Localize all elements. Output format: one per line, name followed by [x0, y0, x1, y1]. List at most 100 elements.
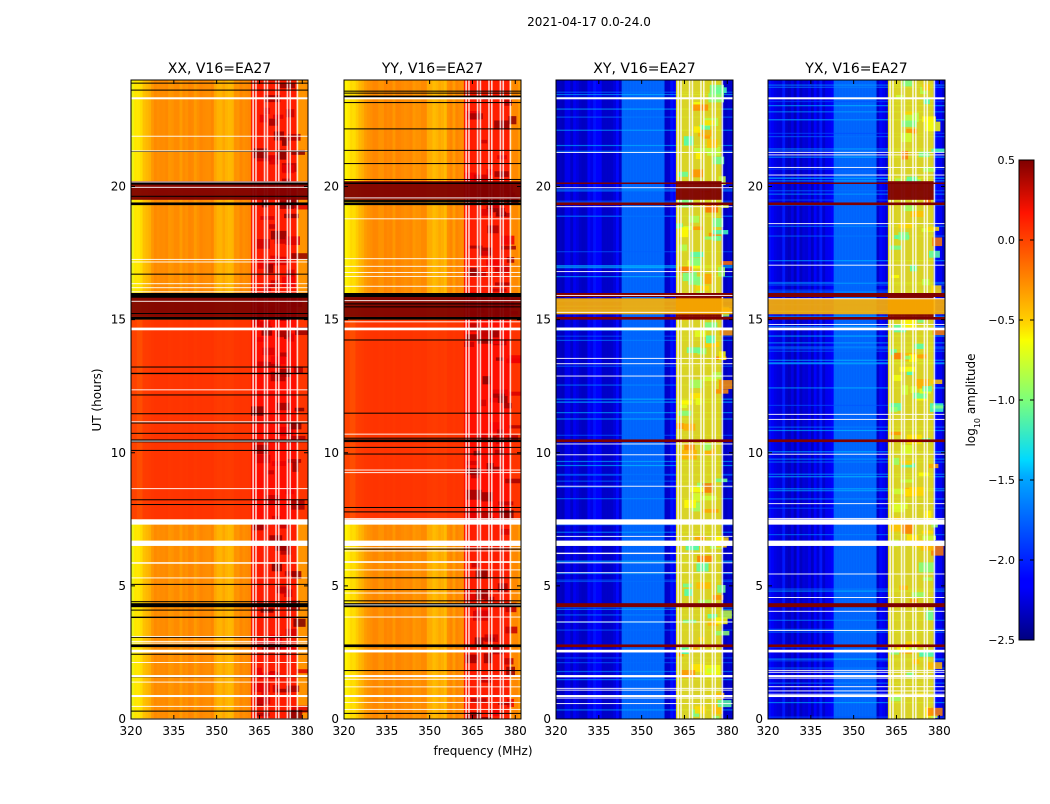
rfi-blob — [497, 155, 507, 160]
flagged-line — [344, 102, 521, 104]
rfi-blob — [269, 118, 278, 126]
flagged-line — [131, 422, 308, 424]
rfi-blob — [275, 256, 288, 266]
flagged-row-white — [344, 97, 521, 100]
noise-streak — [768, 289, 945, 291]
noise-streak — [556, 629, 733, 631]
noise-streak — [768, 682, 945, 684]
freq-column — [867, 80, 872, 719]
rfi-blob — [252, 683, 266, 691]
flagged-line-white — [344, 285, 521, 287]
y-tick-label: 0 — [331, 712, 339, 726]
rfi-column — [296, 80, 299, 719]
rfi-blob — [270, 255, 280, 266]
freq-column — [882, 80, 886, 719]
flagged-row-dark — [768, 644, 945, 648]
noise-streak — [768, 291, 945, 293]
flagged-line-white — [131, 543, 308, 545]
flagged-line — [131, 710, 308, 712]
rfi-blob — [712, 218, 724, 228]
rfi-blob — [492, 288, 507, 292]
x-axis-label: frequency (MHz) — [433, 744, 532, 758]
flagged-line-white — [556, 553, 733, 555]
flagged-line-white — [344, 561, 521, 563]
rfi-blob — [259, 114, 268, 123]
flagged-line — [131, 504, 308, 506]
rfi-blob — [717, 585, 726, 593]
noise-streak — [556, 473, 733, 476]
flagged-line — [344, 339, 521, 341]
flagged-row-dark — [556, 603, 733, 608]
flagged-row-dark — [131, 644, 308, 648]
noise-streak — [768, 284, 945, 286]
rfi-blob — [909, 486, 925, 496]
rfi-column — [903, 80, 906, 719]
rfi-column — [912, 80, 914, 719]
rfi-blob — [476, 271, 486, 277]
saturated-region — [131, 296, 308, 317]
colorbar-tick-label: 0.0 — [998, 234, 1016, 247]
x-tick-label: 380 — [716, 724, 739, 738]
rfi-blob — [470, 711, 482, 717]
rfi-blob — [464, 511, 478, 521]
rfi-blob — [900, 132, 912, 143]
rfi-column — [677, 80, 679, 719]
rfi-blob — [697, 348, 707, 355]
flagged-line-white — [768, 669, 945, 671]
rfi-blob — [704, 448, 715, 456]
x-tick-label: 380 — [504, 724, 527, 738]
noise-streak — [768, 429, 945, 432]
rfi-blob — [482, 250, 489, 256]
freq-column — [839, 80, 843, 719]
daytime-band-edge — [136, 319, 143, 520]
rfi-column — [721, 80, 724, 719]
rfi-blob — [496, 434, 503, 445]
flagged-line-white — [131, 261, 308, 263]
rfi-blob — [470, 698, 487, 703]
flagged-line-white — [768, 413, 945, 415]
rfi-blob — [695, 151, 702, 160]
rfi-blob — [266, 361, 281, 368]
rfi-blob — [906, 128, 918, 134]
rfi-blob — [690, 647, 698, 652]
rfi-column — [263, 80, 266, 719]
rfi-blob — [480, 139, 488, 144]
saturated-region — [344, 181, 521, 200]
flagged-line-white — [768, 690, 945, 692]
freq-column — [793, 80, 798, 719]
freq-column — [853, 80, 858, 719]
flagged-line-white — [556, 621, 733, 623]
flagged-line — [344, 90, 521, 92]
noise-streak — [768, 148, 945, 150]
freq-column — [850, 80, 855, 719]
flagged-line — [344, 199, 521, 201]
rfi-column — [252, 80, 254, 719]
rfi-column — [703, 80, 705, 719]
rfi-blob — [292, 461, 299, 472]
rfi-blob — [464, 594, 477, 602]
rfi-blob — [704, 273, 712, 284]
flagged-row-white — [556, 675, 733, 678]
rfi-blob — [252, 148, 268, 159]
y-tick-label: 20 — [536, 180, 551, 194]
rfi-blob — [681, 670, 696, 679]
rfi-blob — [690, 251, 705, 258]
noise-streak — [556, 670, 733, 673]
flagged-line-white — [344, 592, 521, 594]
flagged-line-white — [131, 562, 308, 564]
flagged-row-white — [131, 97, 308, 100]
noise-streak — [556, 412, 733, 414]
noise-streak — [556, 116, 733, 118]
axes-frame — [343, 79, 522, 720]
x-tick-label: 335 — [375, 724, 398, 738]
rfi-column — [275, 80, 277, 719]
rfi-blob — [695, 398, 702, 405]
rfi-blob — [689, 487, 705, 492]
rfi-blob — [464, 172, 478, 183]
flagged-line-white — [344, 708, 521, 710]
freq-column — [773, 80, 778, 719]
rfi-blob — [253, 641, 264, 647]
freq-column — [779, 80, 783, 719]
flagged-line-white — [131, 258, 308, 260]
rfi-blob — [256, 239, 270, 249]
